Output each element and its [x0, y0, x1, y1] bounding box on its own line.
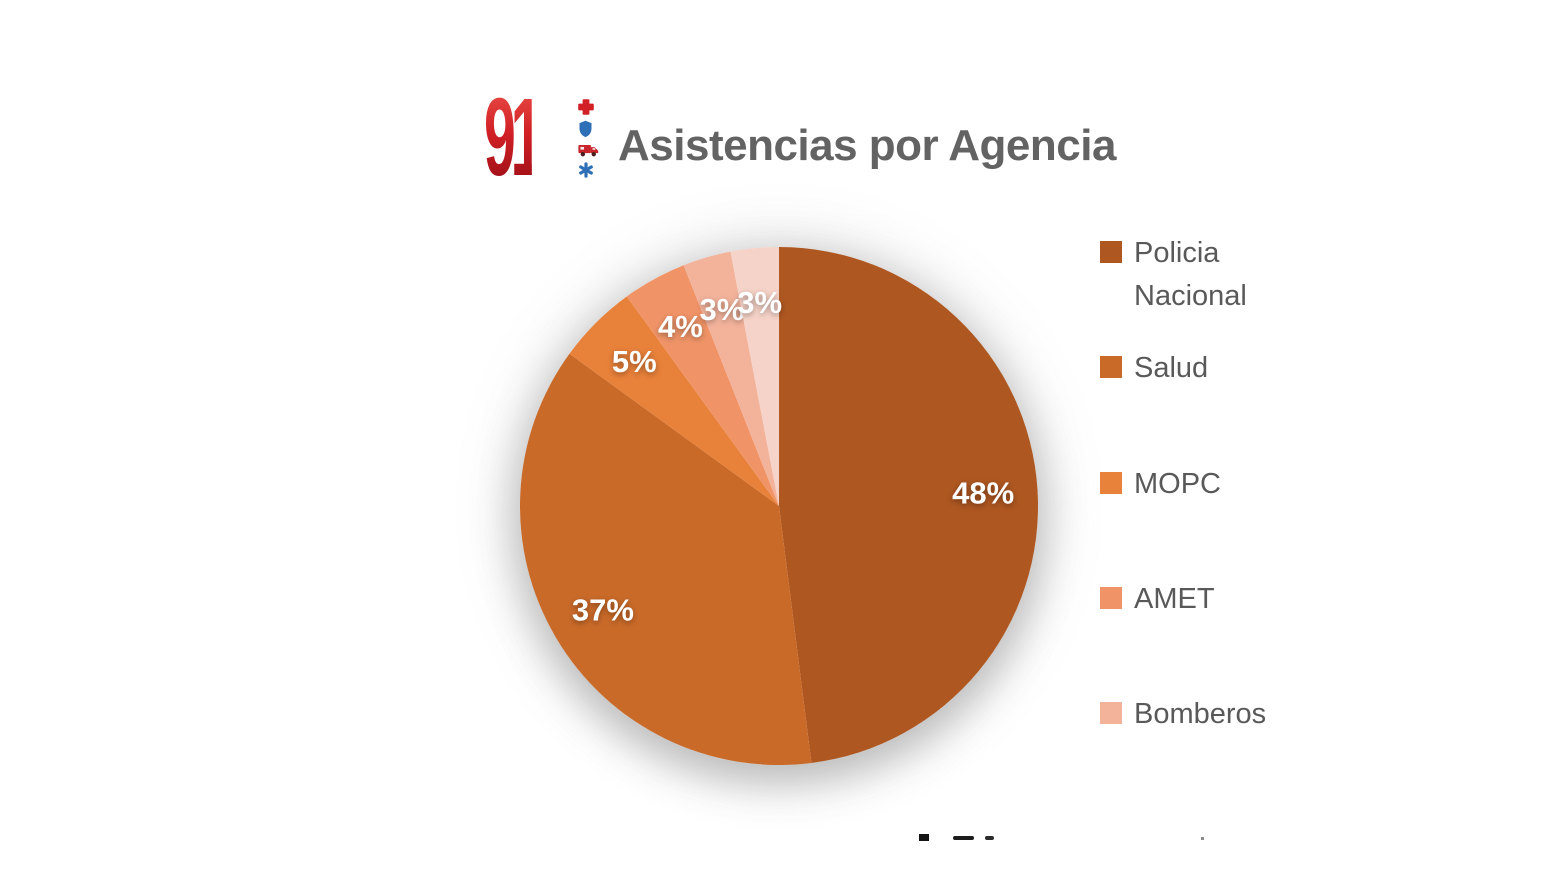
legend-label: MOPC	[1134, 467, 1221, 500]
legend-item-policia-nacional[interactable]: Policia Nacional	[1100, 232, 1309, 318]
clipped-caption-fragment	[1201, 837, 1204, 840]
logo-911: 911	[484, 76, 599, 199]
legend-item-mopc[interactable]: MOPC	[1100, 463, 1221, 506]
medic-cross-icon	[578, 99, 594, 115]
pie-slice-amet[interactable]	[626, 265, 779, 506]
pie-slice-bomberos[interactable]	[683, 251, 779, 506]
pie-slice-unlabeled[interactable]	[730, 247, 779, 506]
pie-chart[interactable]: 48%37%5%4%3%3%	[520, 247, 1038, 765]
legend-swatch-icon	[1100, 356, 1122, 379]
logo-911-icon-column	[576, 97, 599, 181]
pie-slice-salud[interactable]	[520, 353, 812, 765]
logo-911-digits: 911	[484, 76, 576, 199]
clipped-caption-fragment	[985, 836, 994, 840]
legend-swatch-icon	[1100, 241, 1122, 263]
legend-item-bomberos[interactable]: Bomberos	[1100, 693, 1266, 736]
legend-label: Bomberos	[1134, 698, 1267, 730]
star-of-life-icon	[579, 162, 593, 178]
legend-item-amet[interactable]: AMET	[1100, 578, 1215, 621]
legend-swatch-icon	[1100, 702, 1122, 724]
pie-slice-mopc[interactable]	[569, 296, 779, 506]
police-shield-icon	[579, 120, 592, 137]
legend-item-salud[interactable]: Salud	[1100, 347, 1208, 390]
legend-swatch-icon	[1100, 471, 1122, 494]
chart-title: Asistencias por Agencia	[618, 121, 1116, 170]
legend-label: Salud	[1134, 352, 1209, 385]
pie-slice-policia-nacional[interactable]	[779, 247, 1038, 763]
logo-911-text: 911	[484, 76, 566, 199]
legend-swatch-icon	[1100, 586, 1122, 609]
ambulance-icon	[578, 145, 599, 157]
legend: Policia Nacional Salud MOPC AMET Bomberos	[1100, 0, 1460, 880]
clipped-caption-fragment	[953, 836, 974, 840]
clipped-caption-fragment	[919, 834, 929, 841]
legend-label: Policia Nacional	[1134, 237, 1247, 312]
legend-label: AMET	[1134, 582, 1215, 615]
